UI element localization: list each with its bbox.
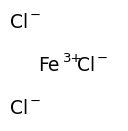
Text: Cl: Cl bbox=[77, 56, 95, 75]
Text: −: − bbox=[30, 95, 41, 108]
Text: −: − bbox=[30, 9, 41, 22]
Text: −: − bbox=[97, 52, 108, 65]
Text: Fe: Fe bbox=[38, 56, 60, 75]
Text: Cl: Cl bbox=[10, 13, 28, 32]
Text: Cl: Cl bbox=[10, 99, 28, 118]
Text: 3+: 3+ bbox=[63, 52, 83, 65]
